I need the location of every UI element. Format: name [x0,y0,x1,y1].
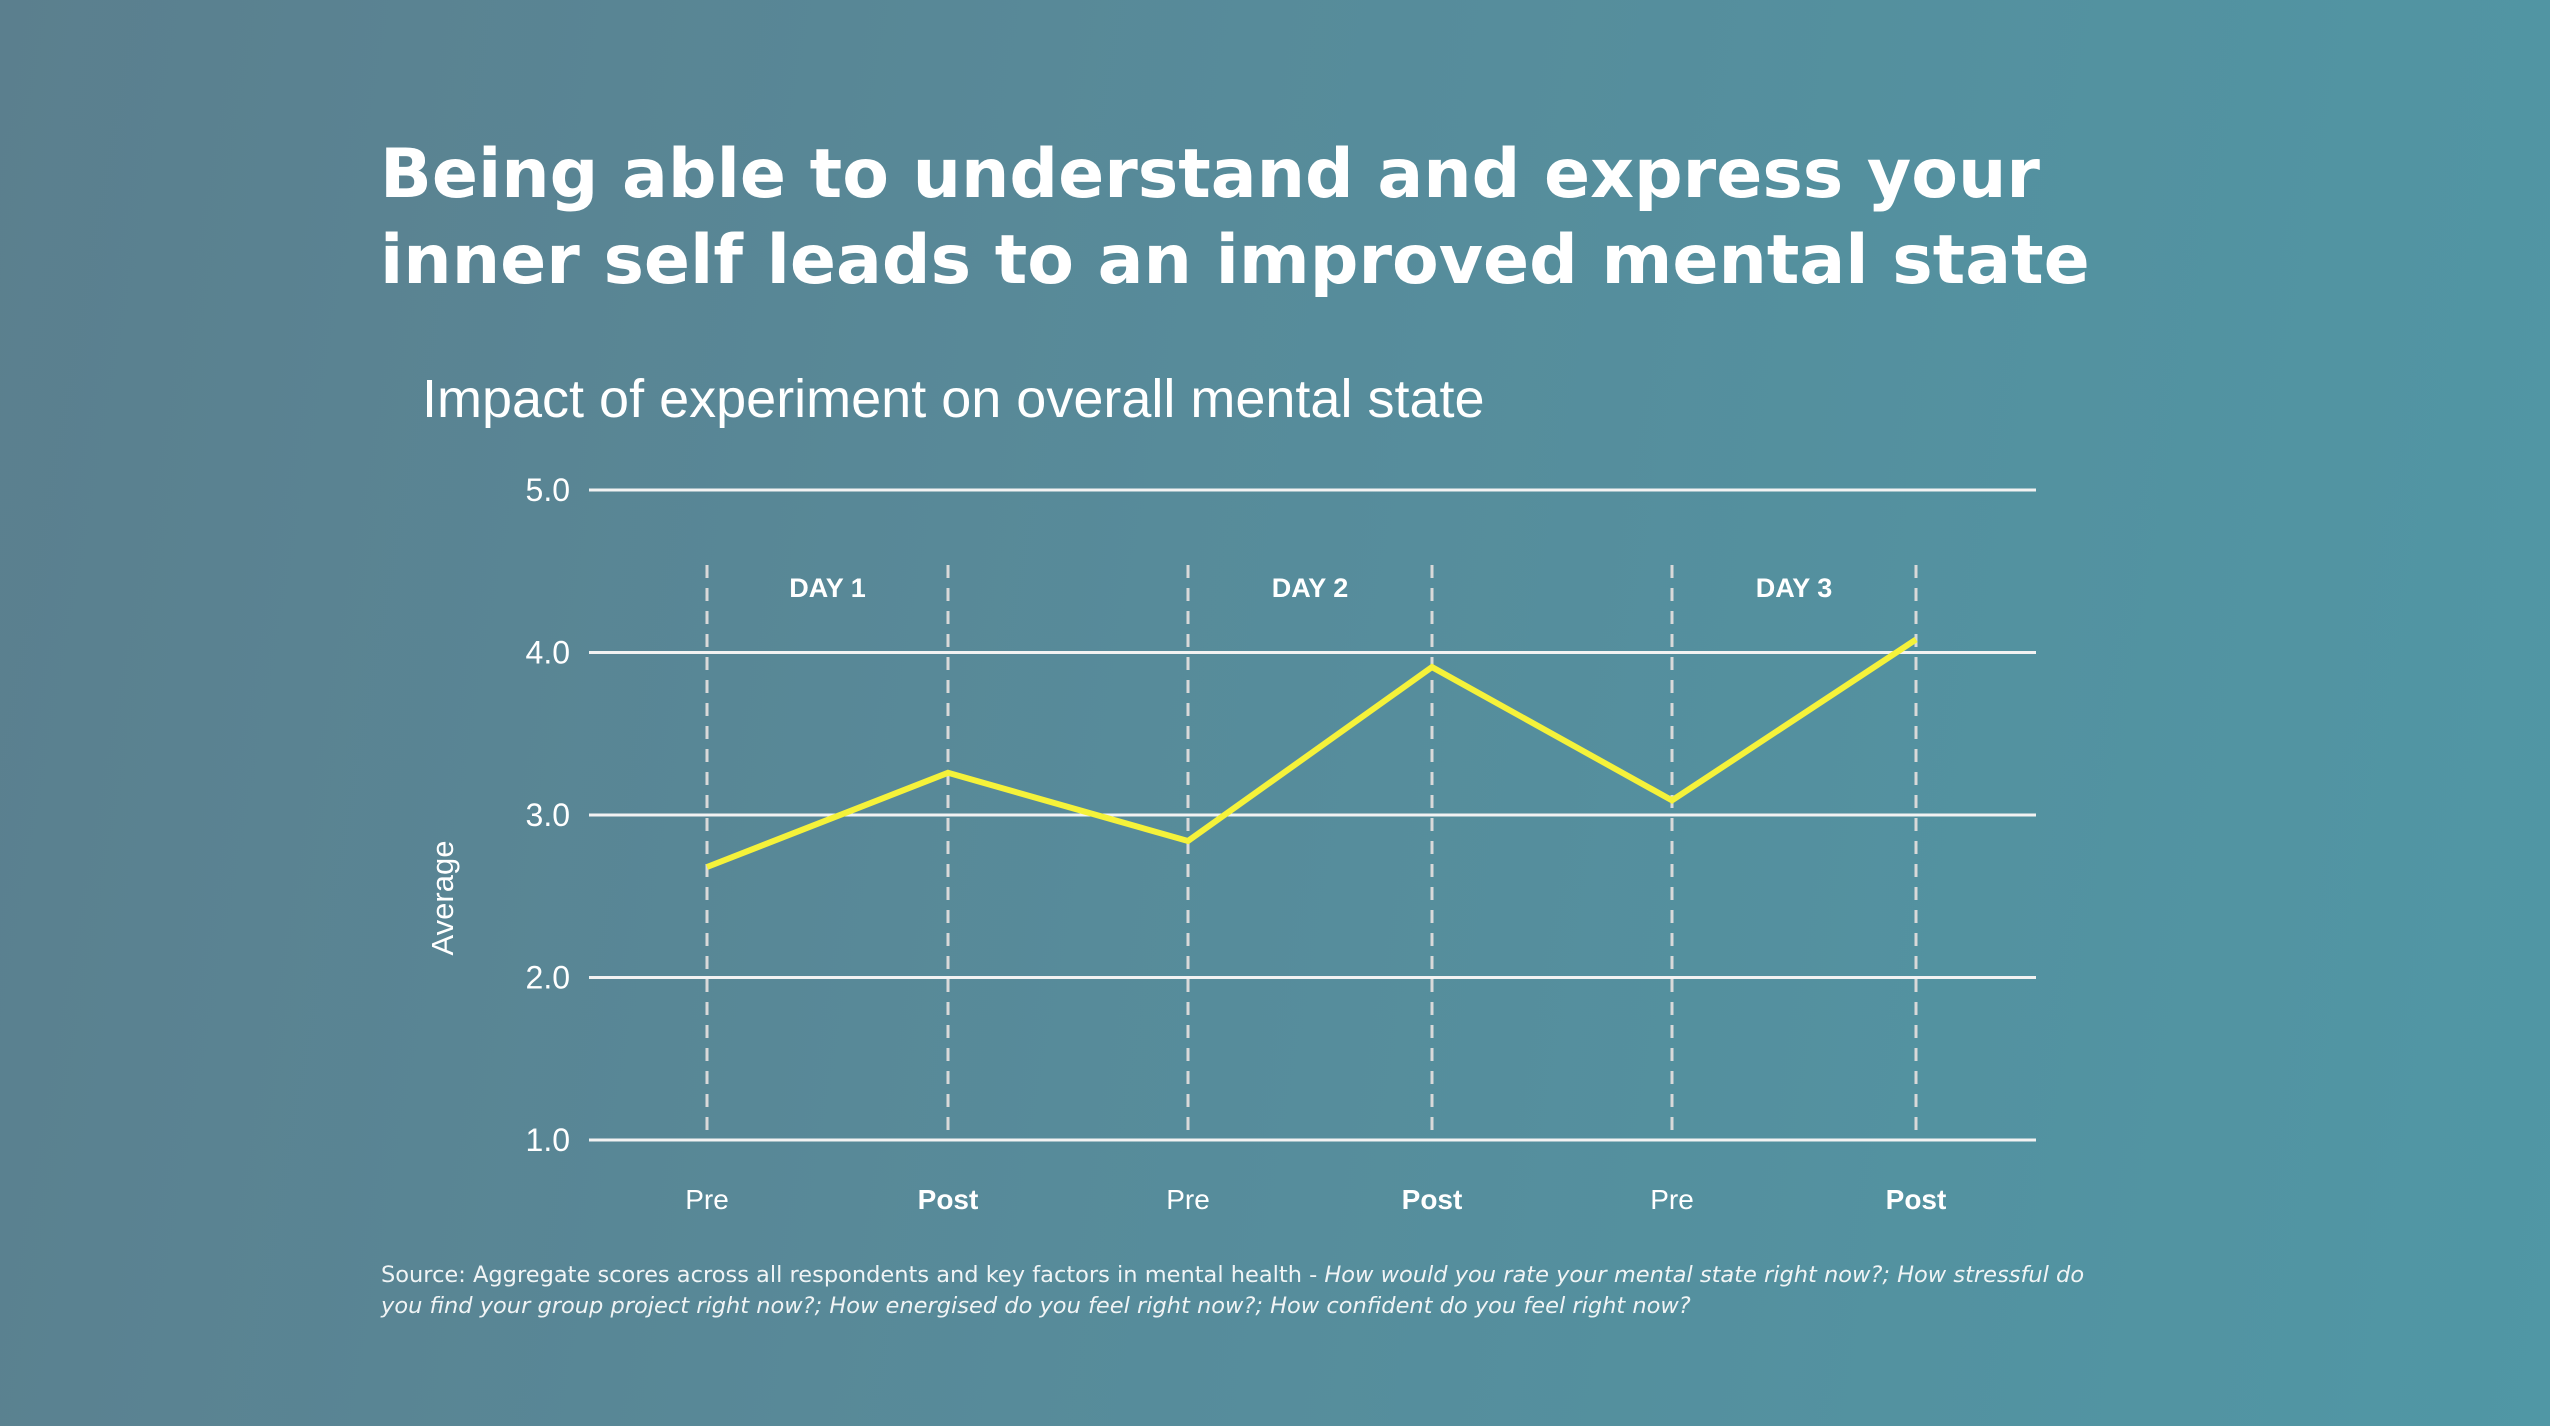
series-line [705,636,1918,870]
day-label: DAY 2 [1272,573,1349,603]
y-tick-label: 4.0 [526,635,570,671]
x-tick-label: Pre [1166,1184,1210,1215]
x-tick-label: Pre [1650,1184,1694,1215]
chart-title: Impact of experiment on overall mental s… [422,369,1485,429]
source-prefix: Source: Aggregate scores across all resp… [381,1262,1325,1288]
y-tick-label: 3.0 [526,797,570,833]
x-tick-label: Post [918,1184,979,1215]
y-tick-label: 2.0 [526,960,570,996]
y-tick-labels: 1.0 2.0 3.0 4.0 5.0 [526,472,570,1158]
x-tick-labels: Pre Post Pre Post Pre Post [685,1184,1946,1215]
source-note: Source: Aggregate scores across all resp… [381,1260,2131,1322]
gridlines [589,488,2036,1142]
source-questions: How would you rate your mental state rig… [381,1262,2085,1319]
y-axis-label: Average [425,841,460,956]
day-label: DAY 3 [1756,573,1833,603]
series-average [705,636,1918,870]
day-label: DAY 1 [789,573,866,603]
headline-line-1: Being able to understand and express you… [380,135,2040,214]
y-tick-label: 1.0 [526,1122,570,1158]
headline: Being able to understand and express you… [380,132,2180,304]
day-labels: DAY 1 DAY 2 DAY 3 [789,573,1832,603]
x-tick-label: Post [1886,1184,1947,1215]
x-tick-label: Post [1402,1184,1463,1215]
day-dividers [705,565,1918,1140]
y-tick-label: 5.0 [526,472,570,508]
x-tick-label: Pre [685,1184,729,1215]
headline-line-2: inner self leads to an improved mental s… [380,221,2090,300]
